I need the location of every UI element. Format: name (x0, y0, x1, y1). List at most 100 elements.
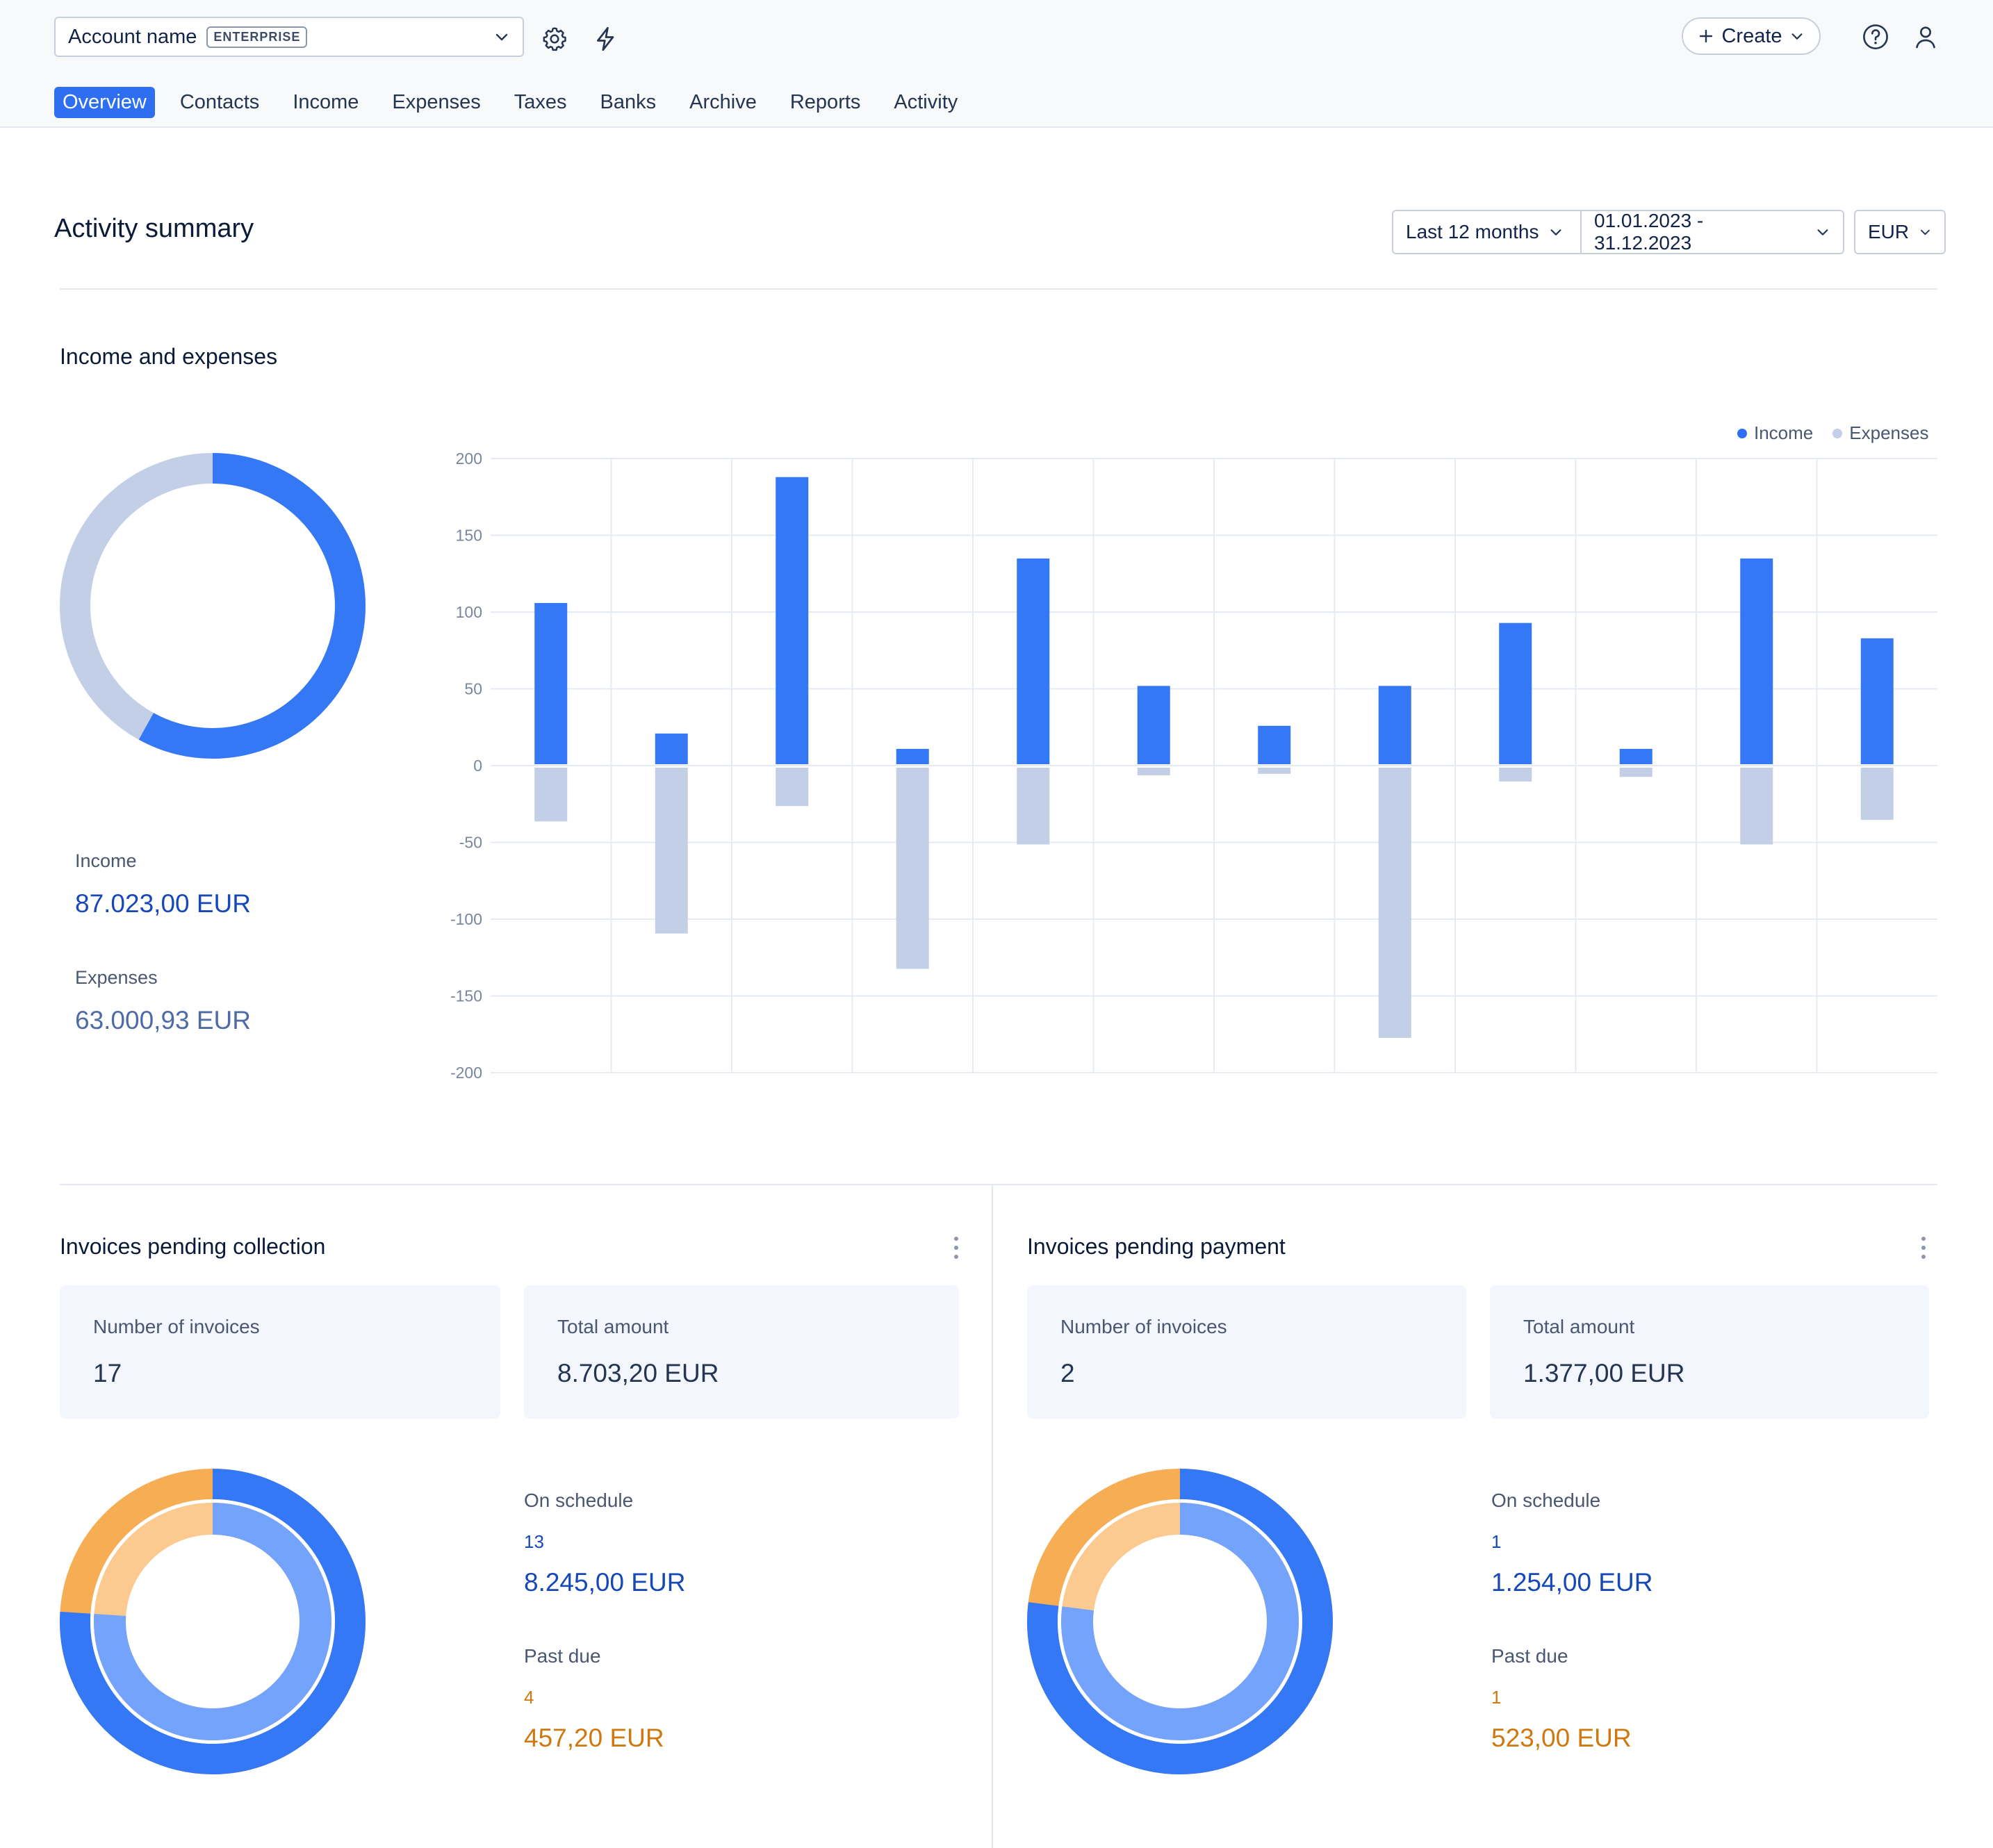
bar-expenses-8[interactable] (1378, 768, 1411, 1038)
date-range-value: 01.01.2023 - 31.12.2023 (1594, 210, 1704, 254)
tab-expenses[interactable]: Expenses (392, 90, 481, 113)
kebab-icon (954, 1237, 958, 1241)
kebab-icon (1921, 1237, 1926, 1241)
payment-total-card: Total amount 1.377,00 EUR (1490, 1285, 1929, 1419)
lightning-icon (597, 26, 614, 51)
bar-expenses-6[interactable] (1137, 768, 1170, 776)
bar-expenses-5[interactable] (1017, 768, 1050, 845)
date-range-select[interactable]: 01.01.2023 - 31.12.2023 (1582, 210, 1844, 254)
y-tick-label: -100 (450, 910, 482, 928)
bar-income-9[interactable] (1499, 622, 1532, 764)
bar-expenses-9[interactable] (1499, 768, 1532, 782)
collection-status-donut (60, 1469, 366, 1774)
bar-expenses-12[interactable] (1860, 768, 1894, 820)
bar-income-8[interactable] (1378, 686, 1411, 764)
tab-income[interactable]: Income (293, 90, 359, 113)
bar-income-4[interactable] (896, 748, 929, 764)
on-schedule-amount: 1.254,00 EUR (1491, 1568, 1653, 1597)
bar-income-3[interactable] (776, 477, 809, 764)
divider (60, 288, 1937, 290)
outer-on-schedule-arc (60, 1469, 366, 1774)
on-schedule-count: 13 (524, 1531, 544, 1552)
bar-income-6[interactable] (1137, 686, 1170, 764)
bar-income-7[interactable] (1258, 725, 1291, 764)
y-tick-label: -200 (450, 1064, 482, 1082)
past-due-amount: 457,20 EUR (524, 1724, 664, 1752)
bar-income-11[interactable] (1740, 558, 1773, 764)
account-name: Account name (68, 25, 197, 48)
tab-archive[interactable]: Archive (689, 90, 757, 113)
settings-button[interactable] (539, 24, 570, 54)
kebab-dot (1921, 1246, 1926, 1250)
tab-activity[interactable]: Activity (894, 90, 958, 113)
bar-income-1[interactable] (534, 602, 568, 764)
tab-reports[interactable]: Reports (789, 90, 861, 113)
bar-income-2[interactable] (655, 733, 688, 764)
chevron-down-icon (1791, 33, 1803, 40)
currency-select[interactable]: EUR (1854, 210, 1946, 254)
pending-collection-menu-button[interactable] (953, 1237, 959, 1259)
payment-count-card: Number of invoices 2 (1027, 1285, 1466, 1419)
tab-banks[interactable]: Banks (600, 90, 657, 113)
inner-on-schedule-arc (1061, 1503, 1299, 1740)
create-button[interactable]: Create (1682, 17, 1821, 55)
collection-total-card: Total amount 8.703,20 EUR (524, 1285, 959, 1419)
y-tick-label: 50 (464, 680, 482, 698)
tab-contacts[interactable]: Contacts (179, 90, 260, 113)
pending-collection-title: Invoices pending collection (60, 1234, 326, 1259)
past-due-count: 1 (1491, 1687, 1502, 1708)
kebab-dot (1921, 1255, 1926, 1259)
help-icon (1863, 24, 1888, 49)
bar-expenses-4[interactable] (896, 768, 929, 969)
card-label: Number of invoices (1060, 1316, 1227, 1337)
bar-expenses-3[interactable] (776, 768, 809, 807)
on-schedule-count: 1 (1491, 1531, 1502, 1552)
bar-expenses-11[interactable] (1740, 768, 1773, 845)
bar-expenses-10[interactable] (1619, 768, 1652, 777)
chevron-down-icon (1817, 229, 1828, 236)
ring-separator (90, 1499, 335, 1744)
chart-legend: Income Expenses (1737, 422, 1928, 444)
page-title: Activity summary (54, 214, 254, 243)
tab-overview[interactable]: Overview (54, 86, 155, 118)
divider (60, 1184, 1937, 1185)
bar-income-12[interactable] (1860, 638, 1894, 764)
user-icon (1916, 26, 1935, 49)
automation-button[interactable] (591, 24, 621, 54)
income-legend-dot (1737, 428, 1747, 438)
help-button[interactable] (1860, 21, 1892, 53)
gear-icon (543, 27, 566, 51)
bar-expenses-2[interactable] (655, 768, 688, 934)
bar-income-5[interactable] (1017, 558, 1050, 764)
income-label: Income (75, 850, 137, 871)
income-legend-label: Income (1754, 422, 1814, 443)
tab-taxes[interactable]: Taxes (514, 90, 567, 113)
payment-on-schedule: On schedule 1 1.254,00 EUR (1491, 1490, 1652, 1597)
bar-expenses-1[interactable] (534, 768, 568, 822)
y-tick-label: -50 (459, 834, 482, 852)
card-value: 8.703,20 EUR (557, 1359, 719, 1387)
bar-expenses-7[interactable] (1258, 768, 1291, 774)
ring-separator (1058, 1499, 1302, 1744)
payment-past-due: Past due 1 523,00 EUR (1491, 1645, 1632, 1753)
account-selector[interactable]: Account name ENTERPRISE (54, 17, 524, 57)
plus-icon (1700, 29, 1713, 43)
on-schedule-label: On schedule (1491, 1490, 1601, 1511)
profile-button[interactable] (1910, 21, 1942, 53)
chevron-down-icon (1550, 229, 1561, 236)
pending-payment-menu-button[interactable] (1921, 1237, 1926, 1259)
expenses-label: Expenses (75, 967, 158, 988)
y-tick-label: 100 (456, 603, 482, 621)
card-value: 17 (93, 1359, 122, 1387)
y-tick-label: 200 (456, 449, 482, 468)
currency-value: EUR (1868, 221, 1910, 242)
chevron-down-icon (1921, 229, 1930, 236)
range-select[interactable]: Last 12 months (1392, 210, 1582, 254)
kebab-dot (954, 1255, 958, 1259)
bar-income-10[interactable] (1619, 748, 1652, 764)
inner-on-schedule-arc (94, 1503, 331, 1740)
kebab-dot (954, 1246, 958, 1250)
y-tick-label: 150 (456, 527, 482, 545)
donut-income-arc (60, 453, 366, 759)
income-expenses-bar-chart: 200 150 100 50 0 -50 -100 -150 -200 (450, 449, 1937, 1082)
